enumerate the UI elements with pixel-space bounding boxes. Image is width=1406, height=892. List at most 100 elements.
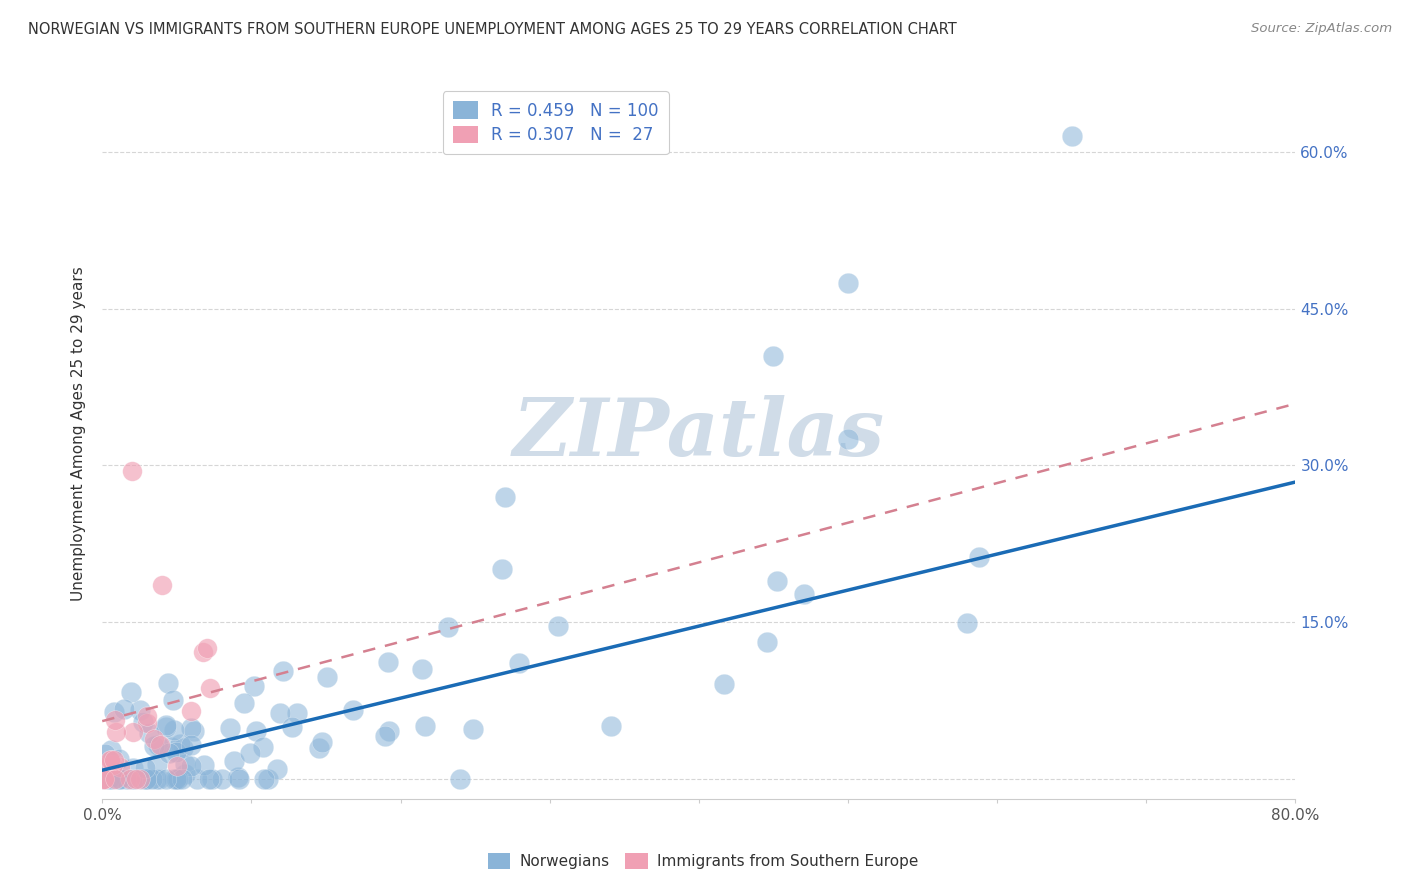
Point <box>281 721 304 735</box>
Point <box>93 772 115 786</box>
Point <box>93 772 115 786</box>
Point <box>112 702 135 716</box>
Point <box>226 770 249 784</box>
Point <box>271 665 294 679</box>
Point <box>228 772 250 786</box>
Point <box>342 703 364 717</box>
Point <box>837 276 859 290</box>
Point <box>121 464 143 478</box>
Point <box>180 704 202 718</box>
Text: NORWEGIAN VS IMMIGRANTS FROM SOUTHERN EUROPE UNEMPLOYMENT AMONG AGES 25 TO 29 YE: NORWEGIAN VS IMMIGRANTS FROM SOUTHERN EU… <box>28 22 957 37</box>
Point <box>170 772 193 786</box>
Point <box>94 747 117 762</box>
Point <box>155 772 177 786</box>
Point <box>252 740 274 755</box>
Point <box>491 562 513 576</box>
Point <box>150 578 173 592</box>
Point <box>311 735 333 749</box>
Point <box>269 706 291 720</box>
Point <box>121 725 143 739</box>
Point <box>239 746 262 760</box>
Point <box>180 759 202 773</box>
Point <box>762 349 785 363</box>
Point <box>135 709 157 723</box>
Point <box>547 619 569 633</box>
Point <box>103 705 125 719</box>
Point <box>256 772 278 786</box>
Point <box>108 772 131 786</box>
Point <box>141 772 163 786</box>
Point <box>108 772 131 786</box>
Point <box>146 738 169 752</box>
Point <box>108 752 131 766</box>
Point <box>285 706 308 720</box>
Point <box>198 772 221 786</box>
Point <box>136 772 159 786</box>
Point <box>600 719 623 733</box>
Point <box>308 741 330 756</box>
Point <box>135 772 157 786</box>
Point <box>766 574 789 588</box>
Point <box>129 772 152 786</box>
Point <box>98 753 121 767</box>
Point <box>143 739 166 753</box>
Text: ZIPatlas: ZIPatlas <box>513 395 884 473</box>
Point <box>224 755 246 769</box>
Legend: R = 0.459   N = 100, R = 0.307   N =  27: R = 0.459 N = 100, R = 0.307 N = 27 <box>443 92 669 154</box>
Point <box>143 731 166 746</box>
Point <box>134 761 156 775</box>
Point <box>211 772 233 786</box>
Point <box>162 693 184 707</box>
Point <box>167 772 190 786</box>
Point <box>129 772 152 786</box>
Point <box>98 761 121 775</box>
Point <box>494 490 516 504</box>
Point <box>245 724 267 739</box>
Y-axis label: Unemployment Among Ages 25 to 29 years: Unemployment Among Ages 25 to 29 years <box>72 267 86 601</box>
Point <box>135 772 157 786</box>
Point <box>755 635 778 649</box>
Point <box>160 740 183 755</box>
Point <box>118 772 141 786</box>
Point <box>149 738 172 752</box>
Point <box>437 620 460 634</box>
Point <box>132 715 155 730</box>
Point <box>449 772 471 786</box>
Point <box>233 696 256 710</box>
Point <box>93 772 115 786</box>
Point <box>148 772 170 786</box>
Point <box>110 759 132 773</box>
Point <box>155 717 177 731</box>
Point <box>193 758 215 772</box>
Point <box>219 721 242 735</box>
Point <box>172 740 194 755</box>
Point <box>138 726 160 740</box>
Point <box>100 753 122 767</box>
Point <box>100 743 122 757</box>
Point <box>98 757 121 772</box>
Point <box>128 703 150 717</box>
Point <box>174 767 197 781</box>
Point <box>163 772 186 786</box>
Point <box>191 645 214 659</box>
Point <box>413 719 436 733</box>
Point <box>125 772 148 786</box>
Point <box>97 772 120 786</box>
Point <box>93 772 115 786</box>
Point <box>136 716 159 731</box>
Point <box>155 720 177 734</box>
Point <box>243 679 266 693</box>
Point <box>508 657 530 671</box>
Point <box>120 772 142 786</box>
Point <box>266 762 288 776</box>
Point <box>180 738 202 752</box>
Point <box>120 684 142 698</box>
Point <box>183 724 205 739</box>
Point <box>169 737 191 751</box>
Point <box>122 772 145 786</box>
Point <box>378 724 401 739</box>
Point <box>157 746 180 760</box>
Point <box>122 762 145 776</box>
Point <box>956 615 979 630</box>
Point <box>195 641 218 656</box>
